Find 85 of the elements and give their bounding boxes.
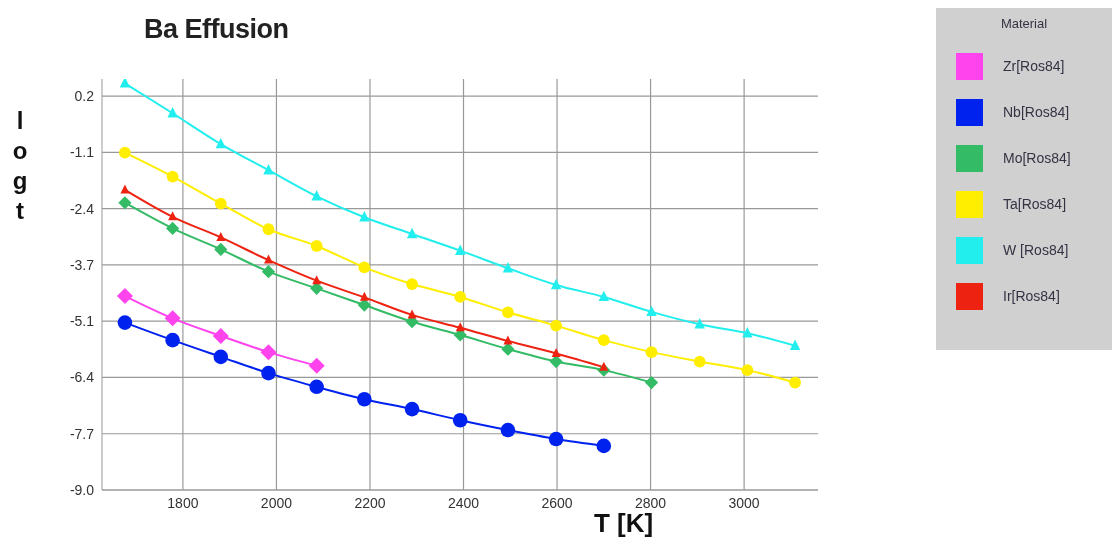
y-tick-label: -3.7 (69, 256, 95, 273)
point (598, 290, 610, 302)
point (308, 357, 325, 374)
legend-title: Material (999, 16, 1049, 31)
point (212, 327, 229, 344)
x-tick-label: 2200 (354, 494, 386, 511)
point (309, 379, 324, 395)
point (644, 375, 659, 390)
point (358, 261, 371, 274)
x-tick-label: 1800 (167, 494, 199, 511)
legend-label: Mo[Ros84] (1003, 150, 1071, 166)
point (503, 335, 513, 345)
point (119, 146, 131, 159)
legend-label: W [Ros84] (1003, 242, 1069, 258)
point (741, 364, 754, 377)
point (789, 339, 801, 350)
point (646, 305, 657, 317)
point (262, 223, 275, 236)
point (165, 332, 180, 348)
y-tick-label: -9.0 (69, 481, 95, 498)
point (645, 346, 658, 359)
point (311, 190, 322, 201)
point (404, 401, 420, 417)
point (501, 342, 515, 356)
point (452, 412, 468, 428)
point (214, 197, 227, 210)
y-tick-label: 0.2 (74, 88, 95, 105)
legend-label: Nb[Ros84] (1003, 104, 1070, 120)
point (357, 298, 371, 312)
point (454, 291, 467, 303)
x-tick-label: 2600 (541, 494, 573, 511)
y-tick-label: -6.4 (69, 369, 95, 386)
legend-label: Ta[Ros84] (1003, 196, 1067, 212)
point (551, 347, 561, 357)
point (406, 278, 418, 290)
point (359, 291, 369, 301)
point (117, 315, 133, 330)
y-tick-label: -7.7 (69, 425, 95, 442)
point (164, 310, 181, 327)
point (599, 361, 609, 371)
point (502, 306, 514, 319)
point (406, 227, 418, 239)
point (693, 355, 706, 368)
chart-title: Ba Effusion (144, 14, 289, 45)
point (118, 196, 132, 210)
point (215, 137, 226, 149)
point (213, 349, 229, 365)
point (166, 221, 180, 236)
point (261, 265, 276, 279)
point (455, 244, 466, 255)
point (310, 240, 323, 252)
point (216, 231, 226, 241)
point (166, 170, 179, 183)
point (260, 344, 277, 361)
point (550, 278, 562, 290)
point (167, 107, 178, 118)
point (597, 334, 610, 347)
point (263, 254, 273, 264)
point (694, 318, 705, 329)
x-tick-label: 2800 (635, 494, 667, 511)
point (263, 163, 274, 175)
y-tick-label: -2.4 (69, 200, 95, 217)
point (116, 288, 133, 305)
legend-label: Ir[Ros84] (1003, 288, 1060, 304)
x-tick-label: 2400 (447, 494, 480, 511)
point (596, 438, 612, 454)
point (548, 431, 564, 447)
point (312, 275, 322, 285)
point (502, 262, 514, 273)
point (789, 376, 801, 389)
x-tick-label: 3000 (728, 494, 760, 511)
point (742, 327, 753, 338)
legend-label: Zr[Ros84] (1003, 58, 1065, 74)
point (261, 365, 276, 381)
point (359, 211, 370, 222)
y-axis-title: log t (11, 106, 29, 226)
y-tick-label: -5.1 (69, 313, 95, 330)
point (214, 242, 228, 256)
point (550, 319, 563, 332)
y-tick-label: -1.1 (69, 144, 95, 161)
point (500, 422, 516, 438)
point (119, 79, 131, 88)
point (357, 391, 372, 407)
x-tick-label: 2000 (260, 494, 293, 511)
x-axis-title: T [K] (594, 508, 654, 539)
